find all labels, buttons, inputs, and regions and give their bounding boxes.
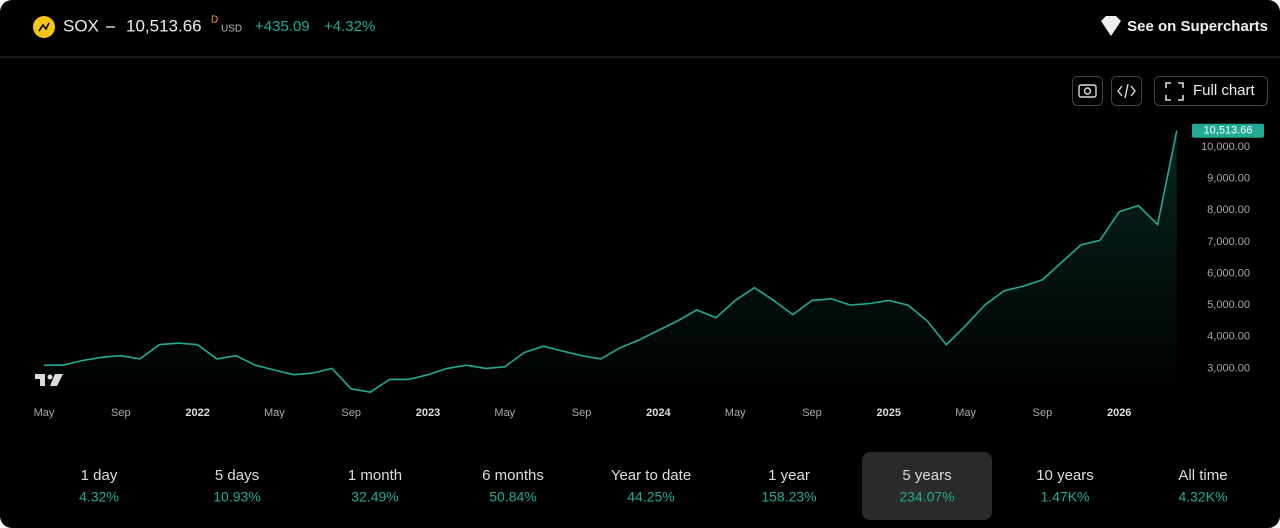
period-tab[interactable]: 1 year 158.23% [761,467,816,505]
period-label: 5 years [902,467,951,484]
x-tick-label: Sep [1033,407,1053,419]
change-percent: +4.32% [324,18,375,35]
y-tick-label: 7,000.00 [1207,236,1250,248]
currency: USD [221,24,242,35]
period-tab[interactable]: All time 4.32K% [1178,467,1227,505]
y-tick-label: 10,000.00 [1201,141,1250,153]
y-tick-label: 8,000.00 [1207,204,1250,216]
period-label: All time [1178,467,1227,484]
snapshot-button[interactable] [1072,76,1103,106]
period-change: 234.07% [899,489,954,505]
supercharts-link[interactable]: See on Supercharts [1127,18,1268,35]
x-tick-label: 2026 [1107,407,1131,419]
x-tick-label: Sep [111,407,131,419]
supercharts-icon[interactable] [1101,16,1121,36]
period-change: 50.84% [489,489,536,505]
x-tick-label: Sep [341,407,361,419]
x-tick-label: May [955,407,976,419]
area [44,130,1177,400]
x-tick-label: Sep [572,407,592,419]
last-price-label: 10,513.66 [1204,125,1253,137]
tradingview-logo [35,374,63,386]
period-change: 4.32% [79,489,119,505]
x-tick-label: 2024 [646,407,671,419]
period-label: Year to date [611,467,691,484]
x-tick-label: May [34,407,55,419]
x-tick-label: May [494,407,515,419]
price-flag: D [211,15,218,26]
period-tab[interactable]: 5 days 10.93% [213,467,260,505]
separator [106,26,115,28]
y-tick-label: 3,000.00 [1207,362,1250,374]
price-line [44,130,1178,393]
period-change: 4.32K% [1178,489,1227,505]
period-label: 1 day [81,467,118,484]
period-change: 158.23% [761,489,816,505]
full-chart-button[interactable] [1154,76,1268,106]
y-tick-label: 9,000.00 [1207,173,1250,185]
period-label: 5 days [215,467,259,484]
logo-part [35,374,45,386]
embed-icon [1117,83,1136,99]
period-change: 32.49% [351,489,398,505]
x-tick-label: 2022 [185,407,209,419]
x-tick-label: 2025 [877,407,901,419]
symbol-icon-glyph [38,22,50,32]
fullscreen-icon [1165,82,1184,101]
period-tab[interactable]: 1 day 4.32% [79,467,119,505]
x-tick-label: 2023 [416,407,440,419]
period-label: 6 months [482,467,544,484]
period-tab[interactable]: 6 months 50.84% [482,467,544,505]
camera-icon [1078,84,1097,98]
x-tick-label: May [725,407,746,419]
period-label: 10 years [1036,467,1094,484]
logo-part [47,374,53,380]
x-tick-label: Sep [802,407,822,419]
change: +435.09 [255,18,310,35]
full-chart-label[interactable]: Full chart [1193,82,1256,99]
last-price-badge [1192,123,1264,138]
embed-button[interactable] [1111,76,1142,106]
period-tab[interactable]: 5 years 234.07% [862,452,992,520]
y-tick-label: 6,000.00 [1207,267,1250,279]
camera-lens [1083,87,1092,95]
period-tab[interactable]: 10 years 1.47K% [1036,467,1094,505]
period-tab[interactable]: Year to date 44.25% [611,467,691,505]
price: 10,513.66 [126,16,202,35]
period-label: 1 month [348,467,402,484]
period-tab[interactable]: 1 month 32.49% [348,467,402,505]
period-change: 1.47K% [1040,489,1089,505]
x-tick-label: May [264,407,285,419]
period-label: 1 year [768,467,810,484]
logo-part [50,374,63,386]
y-tick-label: 4,000.00 [1207,331,1250,343]
period-change: 10.93% [213,489,260,505]
y-tick-label: 5,000.00 [1207,299,1250,311]
symbol[interactable]: SOX [63,16,99,35]
period-change: 44.25% [627,489,674,505]
active-tab-bg [862,452,992,520]
